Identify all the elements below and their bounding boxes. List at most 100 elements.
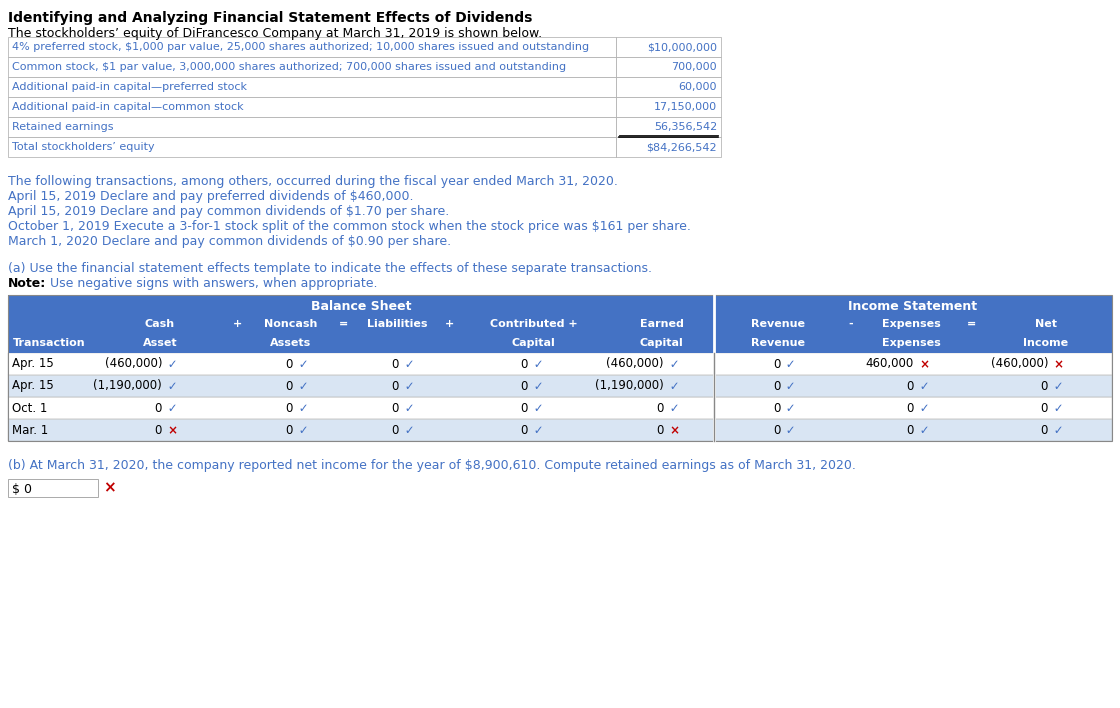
Text: 0: 0 [392, 423, 399, 437]
Text: ✓: ✓ [530, 401, 543, 414]
Text: 0: 0 [773, 423, 781, 437]
Text: 0: 0 [906, 423, 914, 437]
Bar [8, 353, 1112, 375]
Text: April 15, 2019 Declare and pay common dividends of $1.70 per share.: April 15, 2019 Declare and pay common di… [8, 205, 449, 218]
Text: (460,000): (460,000) [104, 358, 162, 370]
Bar [616, 77, 721, 97]
Text: Capital: Capital [640, 338, 683, 348]
Text: Revenue: Revenue [752, 319, 805, 329]
Bar [616, 37, 721, 57]
Text: ✓: ✓ [1051, 379, 1064, 392]
Text: 60,000: 60,000 [679, 82, 717, 92]
Text: ✓: ✓ [915, 401, 930, 414]
Text: Net: Net [1035, 319, 1057, 329]
Text: ✓: ✓ [530, 379, 543, 392]
Text: 0: 0 [392, 379, 399, 392]
Text: Use negative signs with answers, when appropriate.: Use negative signs with answers, when ap… [46, 277, 377, 290]
Text: ✓: ✓ [1051, 401, 1064, 414]
Text: 0: 0 [656, 401, 663, 414]
Text: (a) Use the financial statement effects template to indicate the effects of thes: (a) Use the financial statement effects … [8, 262, 652, 275]
Bar [616, 97, 721, 117]
Bar [8, 397, 1112, 419]
Text: 0: 0 [773, 379, 781, 392]
Text: Apr. 15: Apr. 15 [12, 379, 54, 392]
Bar [8, 375, 1112, 397]
Bar [8, 295, 1112, 353]
Text: =: = [339, 319, 348, 329]
Text: Revenue: Revenue [752, 338, 805, 348]
Text: Identifying and Analyzing Financial Statement Effects of Dividends: Identifying and Analyzing Financial Stat… [8, 11, 532, 25]
Bar [616, 57, 721, 77]
Text: ✓: ✓ [665, 379, 679, 392]
Text: Liabilities: Liabilities [366, 319, 427, 329]
Text: Income: Income [1024, 338, 1068, 348]
Text: ✓: ✓ [915, 379, 930, 392]
Text: 56,356,542: 56,356,542 [654, 122, 717, 132]
Text: +: + [233, 319, 243, 329]
Text: ✓: ✓ [530, 358, 543, 370]
Text: (1,190,000): (1,190,000) [93, 379, 162, 392]
Text: 4% preferred stock, $1,000 par value, 25,000 shares authorized; 10,000 shares is: 4% preferred stock, $1,000 par value, 25… [12, 42, 589, 52]
Text: ✓: ✓ [295, 358, 309, 370]
Text: 0: 0 [286, 379, 293, 392]
Text: -: - [849, 319, 853, 329]
Bar [616, 117, 721, 137]
Text: ✓: ✓ [783, 379, 796, 392]
Text: Additional paid-in capital—common stock: Additional paid-in capital—common stock [12, 102, 244, 112]
Text: ✓: ✓ [1051, 423, 1064, 437]
Text: 0: 0 [520, 401, 528, 414]
Text: Earned: Earned [640, 319, 683, 329]
Text: ✓: ✓ [783, 423, 796, 437]
Text: 0: 0 [286, 358, 293, 370]
Text: Asset: Asset [142, 338, 177, 348]
Text: ✓: ✓ [295, 379, 309, 392]
Text: ✓: ✓ [915, 423, 930, 437]
Text: 0: 0 [1040, 379, 1048, 392]
Text: Contributed +: Contributed + [489, 319, 577, 329]
Bar [616, 137, 721, 157]
Text: 0: 0 [906, 379, 914, 392]
Text: 0: 0 [1040, 423, 1048, 437]
Bar [8, 57, 616, 77]
Text: ✓: ✓ [295, 401, 309, 414]
Text: ✓: ✓ [401, 423, 414, 437]
Text: $84,266,542: $84,266,542 [646, 142, 717, 152]
Text: ×: × [1051, 358, 1064, 370]
Text: ×: × [915, 358, 930, 370]
Text: Note:: Note: [8, 277, 46, 290]
Text: The following transactions, among others, occurred during the fiscal year ended : The following transactions, among others… [8, 175, 618, 188]
Text: ✓: ✓ [164, 379, 178, 392]
Text: 0: 0 [1040, 401, 1048, 414]
Text: Additional paid-in capital—preferred stock: Additional paid-in capital—preferred sto… [12, 82, 248, 92]
Text: 0: 0 [656, 423, 663, 437]
Text: Total stockholders’ equity: Total stockholders’ equity [12, 142, 155, 152]
Bar [8, 479, 99, 497]
Text: $ 0: $ 0 [12, 483, 32, 496]
Text: 0: 0 [520, 379, 528, 392]
Text: Expenses: Expenses [883, 319, 941, 329]
Text: April 15, 2019 Declare and pay preferred dividends of $460,000.: April 15, 2019 Declare and pay preferred… [8, 190, 413, 203]
Text: $10,000,000: $10,000,000 [647, 42, 717, 52]
Text: Mar. 1: Mar. 1 [12, 423, 48, 437]
Text: Balance Sheet: Balance Sheet [310, 300, 411, 313]
Bar [8, 37, 616, 57]
Text: Oct. 1: Oct. 1 [12, 401, 47, 414]
Text: The stockholders’ equity of DiFrancesco Company at March 31, 2019 is shown below: The stockholders’ equity of DiFrancesco … [8, 27, 542, 40]
Text: Assets: Assets [270, 338, 311, 348]
Text: ✓: ✓ [295, 423, 309, 437]
Text: ✓: ✓ [530, 423, 543, 437]
Text: 0: 0 [392, 358, 399, 370]
Text: ✓: ✓ [783, 401, 796, 414]
Text: ✓: ✓ [665, 401, 679, 414]
Text: March 1, 2020 Declare and pay common dividends of $0.90 per share.: March 1, 2020 Declare and pay common div… [8, 235, 451, 248]
Text: Noncash: Noncash [264, 319, 318, 329]
Bar [8, 419, 1112, 441]
Text: (460,000): (460,000) [990, 358, 1048, 370]
Text: Capital: Capital [512, 338, 556, 348]
Text: ✓: ✓ [164, 401, 178, 414]
Text: ✓: ✓ [783, 358, 796, 370]
Text: 17,150,000: 17,150,000 [654, 102, 717, 112]
Text: ✓: ✓ [665, 358, 679, 370]
Text: Apr. 15: Apr. 15 [12, 358, 54, 370]
Text: ✓: ✓ [401, 358, 414, 370]
